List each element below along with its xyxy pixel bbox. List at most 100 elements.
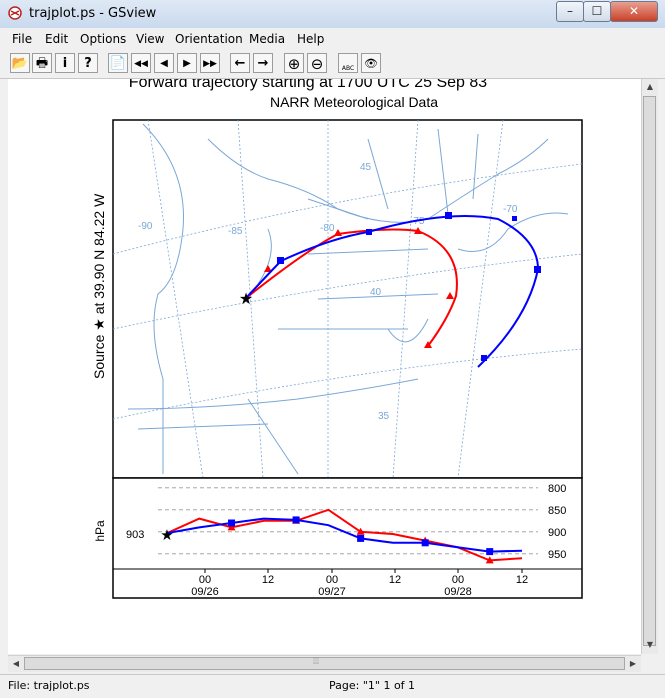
red-map-marker <box>424 341 432 348</box>
close-button[interactable]: ✕ <box>610 1 658 22</box>
arrow-right-icon: → <box>257 56 269 71</box>
zoom-in-icon: ⊕ <box>287 55 301 73</box>
red-profile-marker <box>227 523 236 531</box>
hour-label: 12 <box>262 574 274 586</box>
menu-view[interactable]: View <box>136 32 165 46</box>
menu-file[interactable]: File <box>12 32 33 46</box>
menu-orientation[interactable]: Orientation <box>175 32 243 46</box>
blue-profile-marker <box>486 548 494 556</box>
next-page-icon: ▶ <box>183 58 191 69</box>
back-button[interactable]: ← <box>230 53 250 73</box>
hour-label: 00 <box>199 574 211 586</box>
blue-profile-marker <box>292 516 300 524</box>
hour-label: 00 <box>452 574 464 586</box>
pressure-tick-950: 950 <box>548 549 566 561</box>
source-star-icon: ★ <box>239 291 253 308</box>
red-profile-marker <box>485 556 494 564</box>
last-page-icon: ▶▶ <box>203 59 217 69</box>
time-hour-labels: 00 12 00 12 00 12 <box>199 574 528 586</box>
blue-map-marker <box>445 212 452 219</box>
blue-profile-marker <box>421 539 429 547</box>
red-map-marker <box>446 292 454 299</box>
graticule <box>112 119 583 479</box>
menu-bar: File Edit Options View Orientation Media… <box>0 28 665 50</box>
zoom-in-button[interactable]: ⊕ <box>284 53 304 73</box>
print-button[interactable]: 🖶 <box>32 53 52 73</box>
scroll-right-icon[interactable]: ▶ <box>629 659 637 668</box>
hour-label: 12 <box>516 574 528 586</box>
scroll-up-icon[interactable]: ▲ <box>646 82 654 91</box>
help-button[interactable]: ? <box>78 53 98 73</box>
horizontal-scroll-thumb[interactable]: ⦙⦙⦙ <box>24 657 625 670</box>
maximize-button[interactable]: ☐ <box>583 1 611 22</box>
profile-frame <box>112 477 583 599</box>
vertical-scroll-thumb[interactable] <box>643 96 656 646</box>
forward-button[interactable]: → <box>253 53 273 73</box>
minimize-button[interactable]: – <box>556 1 584 22</box>
previous-page-icon: ◀ <box>160 58 168 69</box>
date-label: 09/26 <box>191 586 219 598</box>
lon-label-90: -90 <box>138 221 153 232</box>
red-map-marker <box>414 227 422 234</box>
previous-page-button[interactable]: ◀ <box>154 53 174 73</box>
info-button[interactable]: i <box>55 53 75 73</box>
start-level-label: 903 <box>126 529 144 541</box>
pressure-tick-800: 800 <box>548 483 566 495</box>
last-page-button[interactable]: ▶▶ <box>200 53 220 73</box>
blue-trajectory-markers <box>277 212 541 361</box>
blue-profile-marker <box>228 519 236 527</box>
scroll-left-icon[interactable]: ◀ <box>12 659 20 668</box>
blue-map-marker <box>277 257 284 264</box>
printer-icon: 🖶 <box>35 56 49 71</box>
pressure-tick-850: 850 <box>548 505 566 517</box>
document-view[interactable]: Forward trajectory starting at 1700 UTC … <box>8 79 641 654</box>
menu-media[interactable]: Media <box>249 32 286 46</box>
zoom-out-icon: ⊖ <box>310 55 324 73</box>
next-page-button[interactable]: ▶ <box>177 53 197 73</box>
date-label: 09/28 <box>444 586 472 598</box>
toolbar: 📂 🖶 i ? 📄 ◀◀ ◀ ▶ ▶▶ ← → ⊕ ⊖ ABC 👁 <box>0 50 665 79</box>
red-profile-line <box>166 508 523 562</box>
red-trajectory-markers <box>264 227 454 348</box>
map-frame <box>112 119 583 479</box>
profile-start-star-icon: ★ <box>160 527 173 544</box>
blue-map-marker <box>512 216 517 221</box>
help-icon: ? <box>84 56 92 71</box>
lat-label-35: 35 <box>378 411 390 422</box>
blue-map-marker <box>366 229 372 235</box>
lon-label-85: -85 <box>228 226 243 237</box>
zoom-out-button[interactable]: ⊖ <box>307 53 327 73</box>
view-button[interactable]: 👁 <box>361 53 381 73</box>
status-file: File: trajplot.ps <box>8 679 90 692</box>
profile-ylabel: hPa <box>93 520 107 542</box>
source-label: Source ★ at 39.90 N 84.22 W <box>91 193 107 379</box>
scroll-down-icon[interactable]: ▼ <box>646 640 654 649</box>
lat-label-40: 40 <box>370 287 382 298</box>
info-icon: i <box>62 56 68 71</box>
menu-options[interactable]: Options <box>80 32 127 46</box>
blue-profile-marker <box>357 534 365 542</box>
hour-label: 00 <box>326 574 338 586</box>
title-bar[interactable]: trajplot.ps - GSview – ☐ ✕ <box>0 0 665 29</box>
text-extract-button[interactable]: ABC <box>338 53 358 73</box>
eye-icon: 👁 <box>364 57 378 70</box>
blue-profile-line <box>166 517 523 553</box>
red-map-marker <box>264 265 272 272</box>
open-file-button[interactable]: 📂 <box>10 53 30 73</box>
trajectory-plot: Forward trajectory starting at 1700 UTC … <box>91 79 583 599</box>
red-profile-marker <box>356 527 365 535</box>
menu-edit[interactable]: Edit <box>45 32 69 46</box>
red-map-marker <box>334 229 342 236</box>
goto-page-button[interactable]: 📄 <box>108 53 128 73</box>
blue-map-marker <box>481 355 487 361</box>
status-page: Page: "1" 1 of 1 <box>329 679 416 692</box>
horizontal-scrollbar[interactable]: ◀ ⦙⦙⦙ ▶ <box>8 655 641 672</box>
eye-abc-icon: ABC <box>341 65 355 72</box>
folder-icon: 📂 <box>11 56 29 71</box>
menu-help[interactable]: Help <box>297 32 325 46</box>
vertical-scrollbar[interactable]: ▲ ▼ <box>641 79 658 654</box>
pressure-tick-900: 900 <box>548 527 566 539</box>
first-page-button[interactable]: ◀◀ <box>131 53 151 73</box>
status-bar: File: trajplot.ps Page: "1" 1 of 1 <box>0 674 665 698</box>
